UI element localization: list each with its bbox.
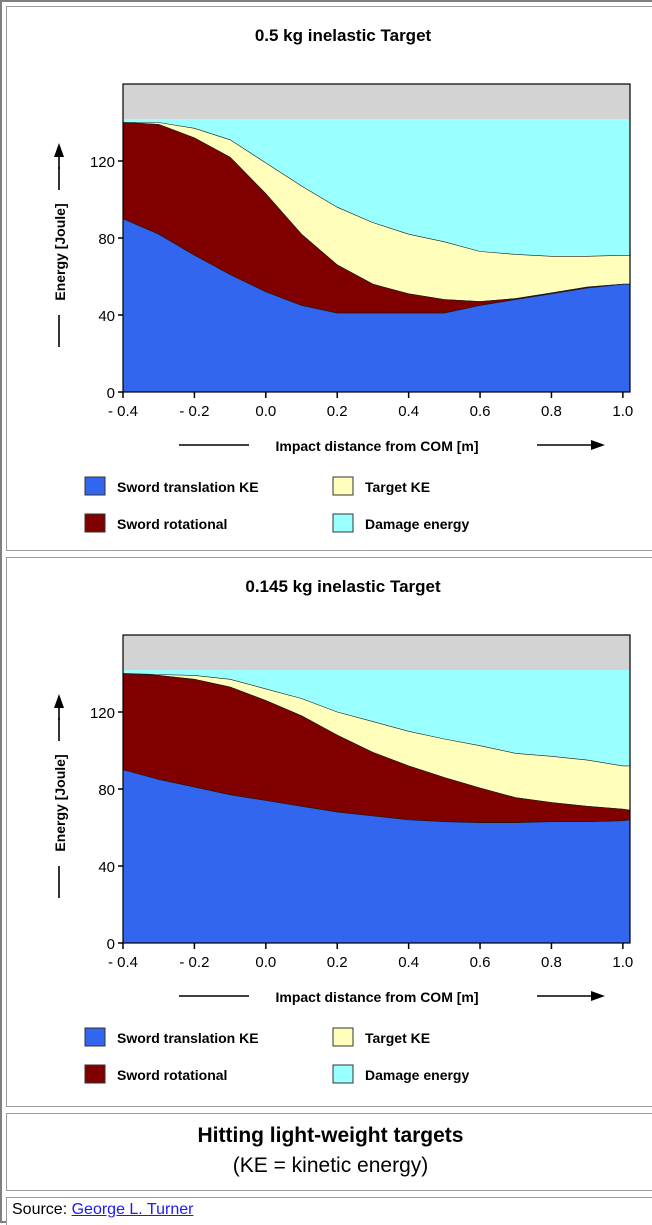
legend-label-sword-translation-ke: Sword translation KE xyxy=(117,479,259,495)
source-label: Source: xyxy=(12,1201,68,1218)
x-tick-label: 0.6 xyxy=(470,954,491,971)
x-axis-arrow-head xyxy=(591,440,605,450)
x-axis-label: Impact distance from COM [m] xyxy=(275,989,478,1005)
source-link[interactable]: George L. Turner xyxy=(71,1201,194,1218)
legend-swatch-target-ke xyxy=(332,1027,354,1047)
y-axis-arrow-head xyxy=(54,694,64,708)
caption-title: Hitting light-weight targets xyxy=(197,1124,464,1147)
x-axis-label: Impact distance from COM [m] xyxy=(275,438,478,454)
x-tick-label: 0.6 xyxy=(470,403,491,420)
x-tick-label: 0.8 xyxy=(541,403,562,420)
legend-label-target-ke: Target KE xyxy=(365,479,430,495)
legend-swatch-sword-rotational xyxy=(84,513,106,533)
legend-swatch-damage-energy xyxy=(332,513,354,533)
x-tick-label: 1.0 xyxy=(612,954,633,971)
caption-cell: Hitting light-weight targets (KE = kinet… xyxy=(6,1113,652,1191)
x-tick-label: 0.0 xyxy=(255,954,276,971)
y-tick-label: 80 xyxy=(98,782,115,799)
y-tick-label: 40 xyxy=(98,859,115,876)
source-cell: Source: George L. Turner xyxy=(6,1197,652,1225)
y-tick-label: 120 xyxy=(90,705,115,722)
x-tick-label: - 0.2 xyxy=(179,403,209,420)
legend-label-target-ke: Target KE xyxy=(365,1030,430,1046)
y-tick-label: 80 xyxy=(98,231,115,248)
y-axis-label: Energy [Joule] xyxy=(52,203,68,300)
plot-header-band xyxy=(123,635,630,670)
x-tick-label: 0.4 xyxy=(398,403,419,420)
legend-swatch-sword-translation-ke xyxy=(84,1027,106,1047)
legend-swatch-sword-rotational xyxy=(84,1064,106,1084)
x-axis-arrow-head xyxy=(591,991,605,1001)
chart-title: 0.5 kg inelastic Target xyxy=(255,26,432,45)
x-tick-label: - 0.2 xyxy=(179,954,209,971)
legend-label-sword-rotational: Sword rotational xyxy=(117,1067,227,1083)
y-tick-label: 0 xyxy=(107,385,115,402)
chart-cell-2: 0.145 kg inelastic Target 0 40 80 120 - 0.4 - … xyxy=(6,557,652,1107)
x-tick-label: 0.8 xyxy=(541,954,562,971)
legend-label-sword-rotational: Sword rotational xyxy=(117,516,227,532)
caption-subtitle: (KE = kinetic energy) xyxy=(232,1154,429,1177)
chart-0: 0.5 kg inelastic Target 0 40 80 120 - 0.4 - 0.… xyxy=(52,26,633,533)
y-axis-label: Energy [Joule] xyxy=(52,754,68,851)
y-axis-arrow-head xyxy=(54,143,64,157)
x-tick-label: - 0.4 xyxy=(108,403,138,420)
y-tick-label: 40 xyxy=(98,308,115,325)
x-tick-label: 0.0 xyxy=(255,403,276,420)
x-tick-label: 0.4 xyxy=(398,954,419,971)
legend-swatch-damage-energy xyxy=(332,1064,354,1084)
x-tick-label: 1.0 xyxy=(612,403,633,420)
chart-1: 0.145 kg inelastic Target 0 40 80 120 - 0.4 - … xyxy=(52,577,633,1084)
source-line: Source: George L. Turner xyxy=(12,1201,193,1219)
legend-swatch-sword-translation-ke xyxy=(84,476,106,496)
legend-label-damage-energy: Damage energy xyxy=(365,516,469,532)
plot-header-band xyxy=(123,84,630,119)
chart-title: 0.145 kg inelastic Target xyxy=(245,577,441,596)
legend-swatch-target-ke xyxy=(332,476,354,496)
legend-label-sword-translation-ke: Sword translation KE xyxy=(117,1030,259,1046)
x-tick-label: 0.2 xyxy=(327,954,348,971)
x-tick-label: 0.2 xyxy=(327,403,348,420)
x-tick-label: - 0.4 xyxy=(108,954,138,971)
y-tick-label: 120 xyxy=(90,154,115,171)
legend-label-damage-energy: Damage energy xyxy=(365,1067,469,1083)
y-tick-label: 0 xyxy=(107,936,115,953)
chart-cell-1: 0.5 kg inelastic Target 0 40 80 120 - 0.4 - 0.… xyxy=(6,6,652,551)
